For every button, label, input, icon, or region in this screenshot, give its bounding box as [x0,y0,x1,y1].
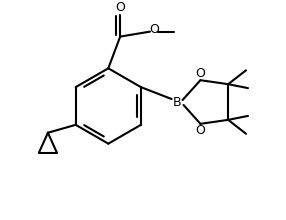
Text: O: O [115,1,125,14]
Text: O: O [195,67,205,80]
Text: O: O [195,124,205,137]
Text: O: O [149,23,159,36]
Text: B: B [172,95,181,108]
